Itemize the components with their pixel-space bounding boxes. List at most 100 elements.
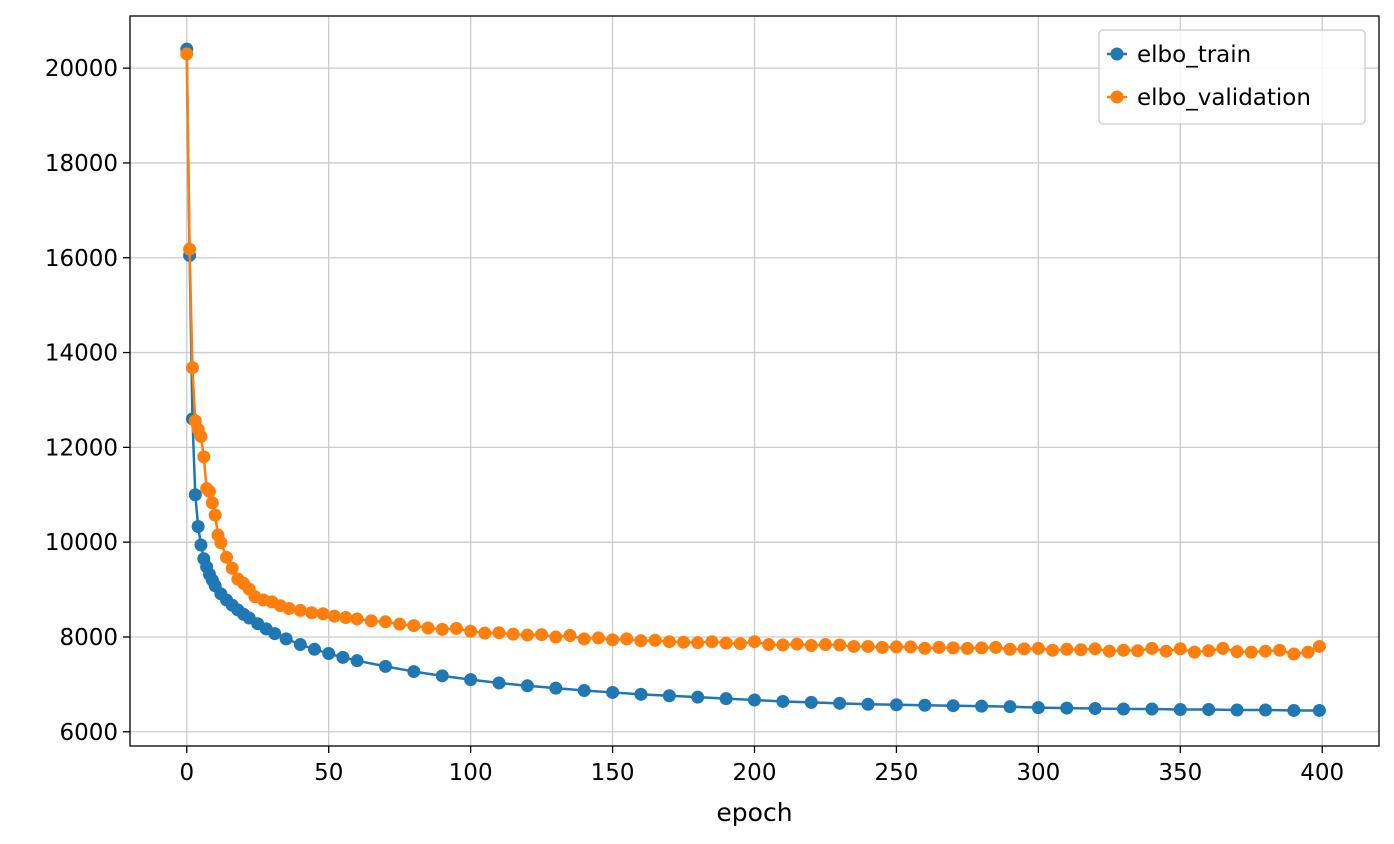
x-tick-label: 400 <box>1300 760 1344 786</box>
point-elbo-validation <box>1287 647 1301 661</box>
point-elbo-validation <box>1074 643 1088 657</box>
point-elbo-train <box>662 689 676 703</box>
point-elbo-validation <box>705 635 719 649</box>
point-elbo-train <box>1031 701 1045 715</box>
x-tick-label: 350 <box>1158 760 1202 786</box>
point-elbo-validation <box>790 637 804 651</box>
point-elbo-validation <box>185 361 199 375</box>
point-elbo-validation <box>960 641 974 655</box>
x-tick-label: 150 <box>591 760 635 786</box>
legend: elbo_train elbo_validation <box>1098 29 1366 125</box>
point-elbo-train <box>194 538 208 552</box>
point-elbo-train <box>776 694 790 708</box>
point-elbo-train <box>634 687 648 701</box>
point-elbo-validation <box>293 603 307 617</box>
point-elbo-validation <box>393 617 407 631</box>
series-line-elbo-train <box>185 49 1320 712</box>
point-elbo-validation <box>918 641 932 655</box>
point-elbo-validation <box>1060 642 1074 656</box>
point-elbo-validation <box>762 638 776 652</box>
point-elbo-validation <box>847 639 861 653</box>
point-elbo-train <box>464 673 478 687</box>
y-tick-label: 6000 <box>59 720 118 746</box>
point-elbo-validation <box>202 484 216 498</box>
point-elbo-validation <box>194 429 208 443</box>
point-elbo-validation <box>662 635 676 649</box>
point-elbo-validation <box>1230 645 1244 659</box>
point-elbo-train <box>691 690 705 704</box>
point-elbo-train <box>1173 703 1187 716</box>
point-elbo-train <box>1312 703 1326 717</box>
point-elbo-validation <box>1312 639 1326 653</box>
x-axis-label: epoch <box>716 798 792 827</box>
point-elbo-validation <box>225 561 239 575</box>
point-elbo-validation <box>305 606 319 620</box>
point-elbo-train <box>336 650 350 664</box>
point-elbo-validation <box>492 626 506 640</box>
point-elbo-validation <box>975 641 989 655</box>
y-tick-label: 14000 <box>45 341 118 367</box>
point-elbo-validation <box>449 621 463 635</box>
point-elbo-validation <box>478 626 492 640</box>
y-tick-label: 8000 <box>59 625 118 651</box>
point-elbo-validation <box>220 550 234 564</box>
point-elbo-validation <box>875 640 889 654</box>
point-elbo-train <box>577 684 591 698</box>
point-elbo-validation <box>1102 644 1116 658</box>
point-elbo-train <box>719 692 733 706</box>
x-tick-label: 200 <box>733 760 777 786</box>
point-elbo-train <box>520 679 534 693</box>
point-elbo-train <box>1258 703 1272 717</box>
point-elbo-train <box>308 642 322 656</box>
x-tick-label: 250 <box>874 760 918 786</box>
x-tick-label: 50 <box>314 760 343 786</box>
point-elbo-validation <box>208 508 222 522</box>
point-elbo-train <box>833 696 847 710</box>
point-elbo-validation <box>535 628 549 642</box>
point-elbo-validation <box>719 636 733 650</box>
point-elbo-train <box>1287 703 1301 717</box>
point-elbo-validation <box>421 621 435 635</box>
point-elbo-validation <box>205 496 219 510</box>
point-elbo-validation <box>733 637 747 651</box>
point-elbo-validation <box>1202 644 1216 658</box>
point-elbo-validation <box>677 635 691 649</box>
point-elbo-validation <box>818 638 832 652</box>
point-elbo-train <box>946 699 960 713</box>
point-elbo-validation <box>282 602 296 616</box>
point-elbo-train <box>861 697 875 711</box>
point-elbo-validation <box>904 640 918 654</box>
point-elbo-validation <box>1173 642 1187 656</box>
point-elbo-validation <box>591 631 605 645</box>
point-elbo-train <box>350 654 364 668</box>
y-tick-label: 20000 <box>45 56 118 82</box>
point-elbo-validation <box>197 450 211 464</box>
point-elbo-validation <box>606 633 620 647</box>
point-elbo-validation <box>520 628 534 642</box>
point-elbo-validation <box>339 611 353 625</box>
legend-box <box>1098 29 1366 125</box>
point-elbo-validation <box>1187 645 1201 659</box>
point-elbo-validation <box>634 634 648 648</box>
point-elbo-validation <box>378 615 392 629</box>
point-elbo-validation <box>549 630 563 644</box>
y-tick-label: 16000 <box>45 246 118 272</box>
point-elbo-train <box>1088 702 1102 716</box>
point-elbo-validation <box>1159 644 1173 658</box>
point-elbo-validation <box>1131 644 1145 658</box>
point-elbo-validation <box>1117 643 1131 657</box>
x-tick-label: 300 <box>1016 760 1060 786</box>
point-elbo-validation <box>1273 643 1287 657</box>
point-elbo-validation <box>1031 641 1045 655</box>
point-elbo-validation <box>648 633 662 647</box>
x-axis: 0 50 100 150 200 250 300 350 400 <box>179 746 1344 786</box>
point-elbo-train <box>1230 703 1244 717</box>
y-axis: 6000 8000 10000 12000 14000 16000 18000 20000 <box>45 56 130 746</box>
point-elbo-validation <box>833 638 847 652</box>
point-elbo-validation <box>1244 645 1258 659</box>
point-elbo-validation <box>316 607 330 621</box>
y-tick-label: 12000 <box>45 435 118 461</box>
series-elbo-validation <box>180 47 1326 661</box>
point-elbo-train <box>1003 700 1017 714</box>
